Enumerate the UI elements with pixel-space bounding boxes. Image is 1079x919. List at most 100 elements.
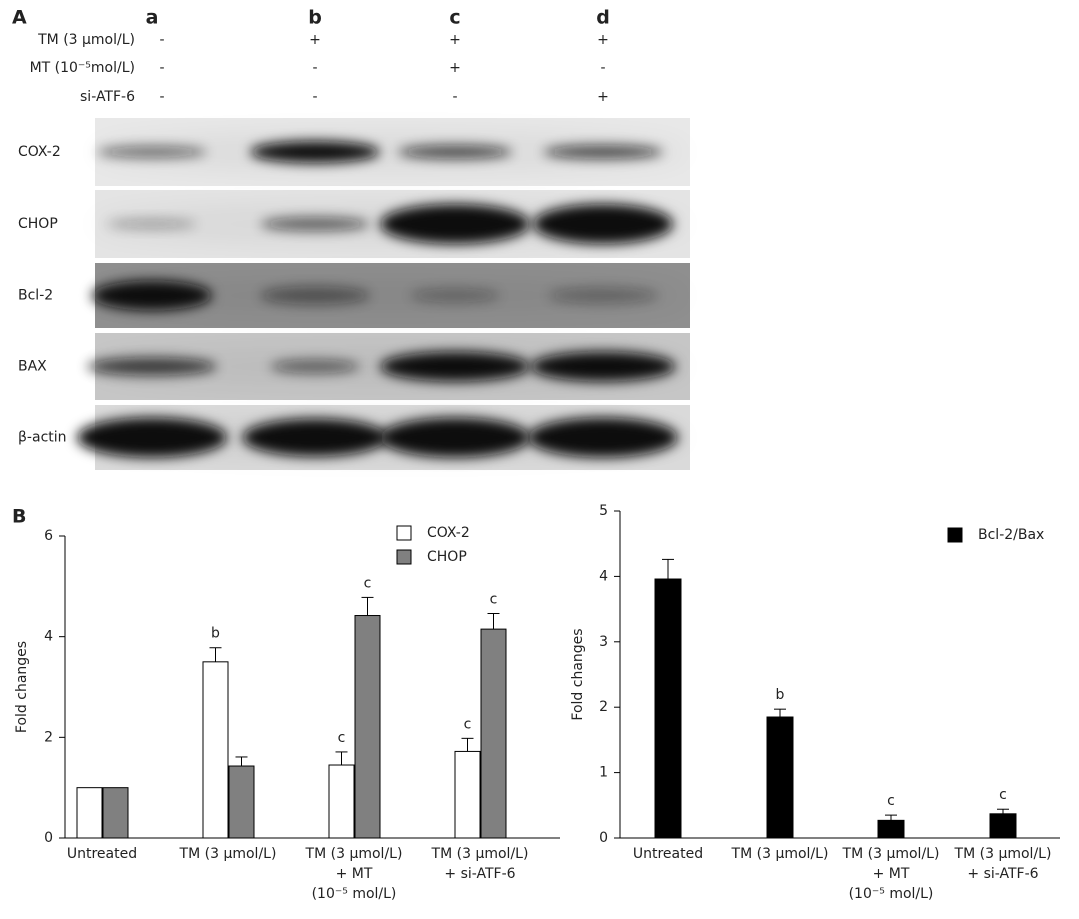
blot-band [87,357,217,376]
blot-band [410,288,500,303]
y-tick-label: 4 [44,629,53,645]
y-axis-label: Fold changes [570,628,586,720]
bar [654,578,682,839]
bar [766,716,794,839]
blot-band [260,286,370,305]
y-tick-label: 2 [599,699,608,715]
treatment-sign: - [452,89,457,105]
significance-label: c [490,592,498,608]
treatment-sign: - [159,89,164,105]
treatment-sign: - [159,60,164,76]
y-tick-label: 6 [44,528,53,544]
error-bar [774,708,786,718]
blot-band [250,141,380,163]
protein-label: BAX [18,359,47,375]
blot-band [533,204,673,244]
treatment-sign: + [309,32,321,48]
lane-label: a [146,7,159,29]
panel-label: A [12,7,27,29]
blot-band [397,145,513,159]
error-bar [997,808,1009,814]
blot-band [380,351,530,382]
treatment-sign: + [597,32,609,48]
legend-label: Bcl-2/Bax [978,527,1044,543]
error-bar [461,737,474,752]
y-tick-label: 1 [599,765,608,781]
blot-band [77,417,227,458]
blot-band [380,204,530,244]
treatment-label: TM (3 μmol/L) [37,32,135,48]
error-bar [487,613,500,630]
blot-band [380,417,530,458]
treatment-sign: - [600,60,605,76]
treatment-label: si-ATF-6 [80,89,135,105]
bar [989,813,1017,839]
error-bar [335,751,348,766]
significance-label: c [364,575,372,591]
lane-label: d [596,7,610,29]
bar [454,750,481,839]
blot-haze [90,275,690,316]
blot-band [242,418,388,457]
significance-label: c [338,730,346,746]
y-tick-label: 5 [599,503,608,519]
treatment-sign: + [597,89,609,105]
protein-label: CHOP [18,216,58,232]
x-tick-label: TM (3 μmol/L) + MT (10⁻⁵ mol/L) [305,846,403,902]
blot-band [97,146,207,158]
blot-row [77,405,690,470]
error-bar [235,756,248,767]
legend-swatch [396,549,412,565]
protein-label: β-actin [18,430,67,446]
error-bar [361,596,374,616]
blot-haze [90,132,690,172]
bar [328,764,355,839]
protein-label: Bcl-2 [18,288,53,304]
x-tick-label: Untreated [66,846,138,862]
lane-label: c [449,7,460,29]
error-bar [662,558,674,580]
significance-label: b [211,626,220,642]
blot-band [92,280,212,311]
blot-band [548,287,658,304]
treatment-label: MT (10⁻⁵mol/L) [30,60,135,76]
significance-label: c [887,793,895,809]
bar [877,819,905,839]
x-tick-label: TM (3 μmol/L) + si-ATF-6 [954,846,1052,882]
y-axis-label: Fold changes [14,641,30,733]
y-tick-label: 4 [599,568,608,584]
error-bar [209,647,222,662]
lane-label: b [308,7,322,29]
treatment-sign: - [312,60,317,76]
panel-label: B [12,506,26,528]
bar [480,628,507,839]
x-tick-label: TM (3 μmol/L) + si-ATF-6 [431,846,529,882]
blot-band [270,359,360,374]
y-tick-label: 2 [44,729,53,745]
treatment-sign: + [449,60,461,76]
treatment-sign: - [312,89,317,105]
y-tick-label: 3 [599,634,608,650]
blot-band [107,219,197,229]
blot-row [87,333,690,400]
bar [354,615,381,839]
legend-swatch [947,527,963,543]
bar [76,787,103,839]
legend-swatch [396,525,412,541]
blot-row [90,190,690,258]
x-tick-label: TM (3 μmol/L) [731,846,829,862]
blot-band [543,145,663,159]
significance-label: b [776,687,785,703]
y-tick-label: 0 [599,830,608,846]
x-tick-label: TM (3 μmol/L) [179,846,277,862]
legend-label: CHOP [427,549,467,565]
significance-label: c [999,787,1007,803]
treatment-sign: - [159,32,164,48]
blot-row [90,118,690,186]
bar [228,765,255,839]
blot-band [528,417,678,458]
legend-label: COX-2 [427,525,470,541]
blot-band [530,351,676,382]
x-tick-label: Untreated [632,846,704,862]
